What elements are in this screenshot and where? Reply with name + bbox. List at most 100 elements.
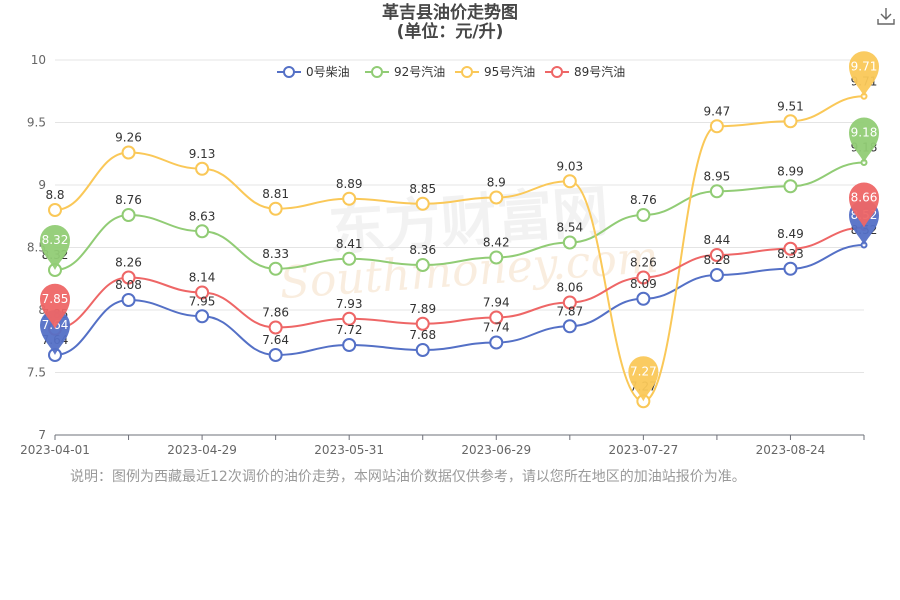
data-point	[489, 250, 504, 265]
x-tick-label: 2023-05-31	[314, 443, 384, 457]
y-tick-label: 9	[38, 178, 46, 192]
data-label: 7.89	[409, 302, 436, 316]
legend-item[interactable]: 89号汽油	[545, 64, 625, 79]
marker-pin-label: 8.66	[851, 191, 878, 205]
data-label: 8.26	[115, 256, 142, 270]
data-label: 9.51	[777, 99, 804, 113]
chart-title-line2: (单位：元/升)	[396, 22, 504, 42]
data-point	[342, 311, 357, 326]
data-label: 8.76	[115, 193, 142, 207]
marker-pin-label: 8.32	[42, 233, 69, 247]
data-point	[709, 268, 724, 282]
data-point	[783, 261, 798, 276]
chart-note: 说明：图例为西藏最近12次调价的油价走势，本网站油价数据仅供参考，请以您所在地区…	[70, 469, 746, 485]
marker-pin: 8.32	[40, 225, 70, 270]
marker-pin-shape	[40, 225, 70, 270]
data-point	[783, 114, 798, 129]
data-point	[268, 201, 283, 216]
data-label: 8.14	[189, 271, 216, 285]
data-label: 8.54	[556, 221, 583, 235]
legend-item[interactable]: 0号柴油	[277, 65, 350, 79]
data-point	[709, 119, 724, 134]
data-point	[268, 348, 283, 362]
data-label: 8.9	[487, 176, 506, 190]
marker-pin: 8.66	[849, 182, 879, 228]
legend-symbol	[461, 66, 473, 78]
data-point	[562, 174, 577, 189]
data-point	[268, 261, 283, 276]
download-icon[interactable]	[876, 6, 896, 26]
data-point	[562, 235, 577, 250]
data-label: 7.72	[336, 323, 363, 337]
chart-title: 革吉县油价走势图 (单位：元/升)	[0, 4, 900, 42]
marker-pin-shape	[628, 356, 659, 402]
data-point	[195, 224, 210, 239]
data-point	[709, 248, 724, 262]
data-label: 7.87	[556, 304, 583, 318]
data-label: 8.08	[115, 278, 142, 292]
x-tick-label: 2023-04-01	[20, 443, 90, 457]
data-label: 9.03	[556, 159, 583, 173]
marker-pin-shape	[849, 182, 879, 228]
legend-symbol	[551, 66, 563, 78]
data-label: 8.36	[409, 243, 436, 257]
data-point	[562, 295, 577, 310]
data-label: 8.06	[556, 281, 583, 295]
data-label: 9.26	[115, 131, 142, 145]
data-point	[342, 338, 357, 352]
marker-pin: 9.71	[849, 51, 879, 97]
data-label: 7.95	[189, 294, 216, 308]
data-point	[121, 145, 136, 160]
data-point	[195, 161, 210, 176]
legend-symbol	[371, 66, 383, 78]
marker-pin: 7.27	[628, 356, 659, 402]
data-point	[415, 196, 430, 211]
marker-pin-label: 7.85	[42, 292, 69, 306]
data-label: 8.42	[483, 236, 510, 250]
legend-label: 95号汽油	[484, 64, 535, 79]
data-label: 8.89	[336, 177, 363, 191]
marker-pin: 7.64	[40, 310, 70, 355]
data-point	[783, 241, 798, 256]
data-label: 8.95	[704, 169, 731, 183]
data-label: 7.64	[262, 333, 289, 347]
y-tick-label: 10	[31, 53, 46, 67]
y-tick-label: 8	[38, 303, 46, 317]
legend-label: 92号汽油	[394, 64, 445, 79]
data-label: 8.99	[777, 164, 804, 178]
legend-label: 89号汽油	[574, 64, 625, 79]
x-tick-label: 2023-04-29	[167, 443, 237, 457]
x-tick-label: 2023-08-24	[756, 443, 826, 457]
x-tick-label: 2023-06-29	[461, 443, 531, 457]
data-label: 8.49	[777, 227, 804, 241]
data-label: 7.94	[483, 296, 510, 310]
data-label: 8.76	[630, 193, 657, 207]
legend-item[interactable]: 92号汽油	[365, 64, 445, 79]
data-label: 8.63	[189, 209, 216, 223]
data-point	[415, 258, 430, 272]
marker-pin-label: 9.71	[851, 59, 878, 73]
data-point	[121, 293, 136, 307]
marker-pin-shape	[40, 310, 70, 355]
data-label: 7.93	[336, 297, 363, 311]
marker-pin: 9.18	[849, 117, 879, 163]
y-tick-label: 7.5	[27, 366, 46, 380]
data-label: 9.13	[189, 147, 216, 161]
data-point	[342, 251, 357, 266]
data-point	[489, 335, 504, 350]
data-label: 8.85	[409, 182, 436, 196]
data-point	[268, 320, 283, 335]
data-label: 9.47	[704, 104, 731, 118]
marker-pin-label: 9.18	[851, 126, 878, 140]
chart-title-line1: 革吉县油价走势图	[382, 3, 518, 23]
data-point	[636, 291, 651, 306]
legend-item[interactable]: 95号汽油	[455, 64, 535, 79]
legend-label: 0号柴油	[306, 65, 350, 79]
legend-symbol	[283, 66, 295, 78]
data-point	[783, 179, 798, 194]
marker-pin-label: 7.27	[630, 364, 657, 378]
data-label: 8.33	[777, 247, 804, 261]
data-point	[562, 319, 577, 334]
data-label: 8.44	[704, 233, 731, 247]
